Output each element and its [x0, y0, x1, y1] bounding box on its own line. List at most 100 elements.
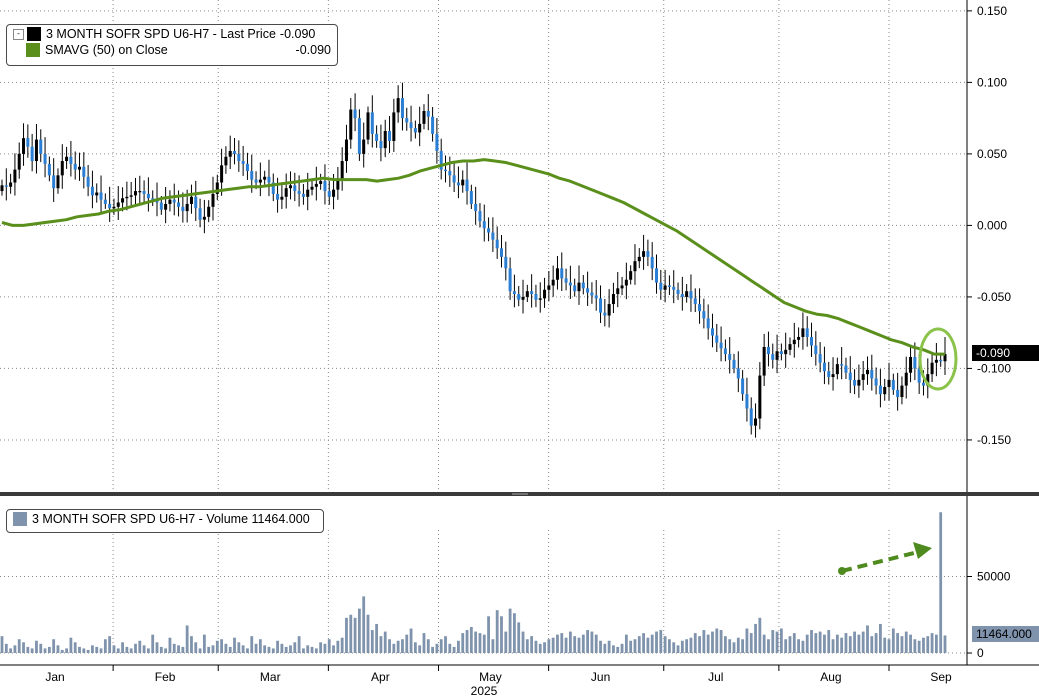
volume-bar — [422, 633, 426, 653]
candle-up — [344, 139, 348, 162]
volume-bar — [284, 646, 288, 653]
candle-up — [904, 372, 908, 386]
volume-bar — [357, 608, 361, 653]
candle-down — [39, 139, 43, 154]
price-tick-label: -0.100 — [977, 361, 1011, 375]
candle-down — [30, 146, 34, 162]
candle-down — [495, 239, 499, 249]
candle-down — [370, 112, 374, 134]
candle-up — [228, 151, 232, 157]
volume-bar — [435, 643, 439, 653]
candle-down — [400, 98, 404, 119]
candle-down — [276, 193, 280, 200]
volume-bar — [319, 642, 323, 653]
volume-bar — [418, 645, 422, 653]
volume-bar — [706, 634, 710, 653]
volume-bar — [823, 634, 826, 653]
volume-bar — [517, 622, 521, 653]
price-tick-label: -0.050 — [977, 290, 1011, 304]
candle-down — [693, 298, 697, 305]
month-label: Aug — [820, 670, 841, 684]
candle-down — [353, 109, 357, 119]
candle-up — [792, 339, 796, 345]
collapse-icon[interactable]: - — [13, 28, 24, 40]
candle-down — [90, 186, 94, 196]
volume-bar — [164, 648, 168, 653]
candle-down — [939, 359, 943, 362]
legend-volume-title: 3 MONTH SOFR SPD U6-H7 - Volume 11464.00… — [32, 512, 310, 526]
candle-up — [577, 282, 581, 292]
volume-bar — [220, 639, 224, 653]
candle-up — [607, 304, 611, 316]
candle-down — [26, 138, 30, 147]
volume-tick-label: 0 — [977, 646, 984, 660]
candle-down — [478, 211, 482, 222]
volume-bar — [457, 640, 460, 653]
candle-up — [788, 344, 792, 350]
volume-bar — [775, 631, 779, 653]
volume-bar — [538, 643, 542, 653]
candle-down — [405, 118, 409, 123]
month-label: Jan — [45, 670, 64, 684]
candle-up — [112, 206, 116, 209]
candle-up — [336, 179, 340, 190]
candle-down — [603, 312, 607, 316]
candle-down — [568, 282, 572, 286]
volume-bar — [392, 643, 396, 653]
candle-down — [736, 368, 740, 379]
candle-up — [611, 294, 615, 305]
volume-bar — [784, 639, 788, 653]
candle-up — [314, 183, 318, 187]
volume-bar — [926, 636, 930, 653]
candle-down — [194, 196, 198, 209]
candle-up — [663, 285, 667, 290]
volume-bar — [78, 646, 81, 653]
candle-down — [159, 202, 163, 210]
volume-bar — [577, 637, 581, 653]
volume-bar — [159, 646, 163, 653]
candle-down — [512, 291, 516, 295]
candle-up — [525, 291, 529, 297]
candle-up — [547, 285, 551, 290]
candle-up — [934, 359, 938, 363]
legend-price-title: 3 MONTH SOFR SPD U6-H7 - Last Price — [46, 27, 276, 41]
candle-up — [461, 179, 465, 186]
volume-bar — [504, 631, 508, 653]
volume-bar — [719, 630, 723, 653]
volume-bar — [340, 637, 344, 653]
volume-bar — [663, 636, 667, 653]
volume-bar — [4, 643, 8, 653]
tick-labels: 0.150 0.100 0.050 0.000 -0.050 -0.100 -0.150 Ja… — [45, 4, 1011, 698]
candle-down — [271, 182, 275, 194]
candle-up — [538, 298, 542, 300]
volume-bar — [60, 649, 64, 653]
candle-down — [586, 288, 590, 293]
volume-bar — [879, 623, 882, 653]
volume-bar — [909, 634, 912, 653]
volume-bar — [323, 643, 327, 653]
candle-down — [840, 364, 844, 366]
volume-bar — [551, 637, 555, 653]
price-tick-label: -0.150 — [977, 433, 1011, 447]
volume-bar — [913, 639, 917, 653]
price-candles — [0, 82, 947, 438]
volume-bar — [788, 636, 792, 653]
volume-bar — [474, 631, 478, 653]
volume-bar — [560, 633, 564, 653]
candle-up — [22, 138, 26, 154]
volume-bar — [642, 633, 645, 653]
volume-bar — [732, 642, 736, 653]
volume-bar — [723, 636, 727, 653]
candle-down — [297, 191, 301, 194]
volume-bar — [711, 631, 714, 653]
candle-up — [207, 206, 211, 217]
candle-down — [818, 354, 822, 363]
annotations — [838, 327, 958, 575]
candle-up — [306, 189, 310, 197]
candle-down — [667, 285, 671, 287]
volume-bar — [194, 642, 198, 653]
volume-bar — [495, 610, 499, 653]
candle-down — [534, 294, 538, 300]
volume-bar — [547, 639, 551, 653]
volume-bar — [327, 639, 331, 653]
